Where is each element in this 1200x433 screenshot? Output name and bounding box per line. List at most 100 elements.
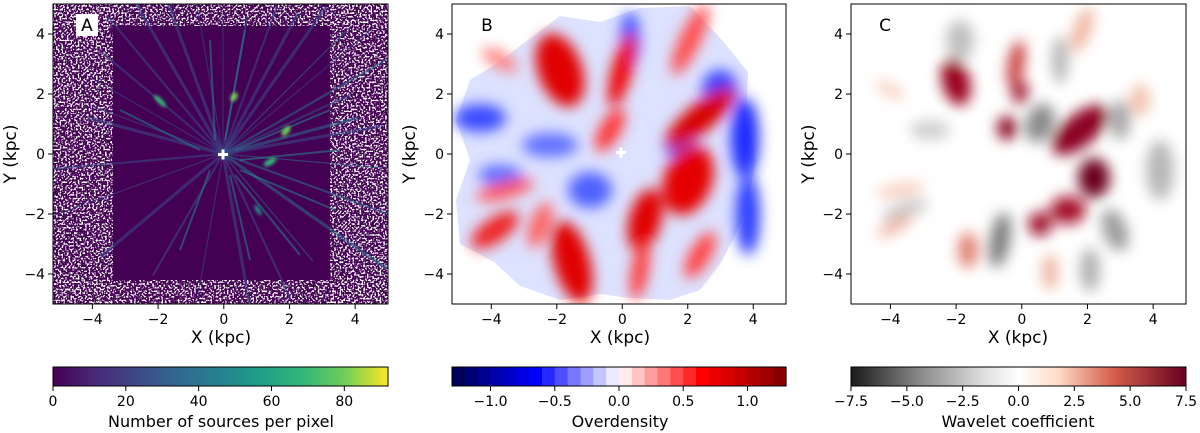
- colorbar-c: −7.5 −5.0 −2.5 0.0 2.5 5.0 7.5 Wavelet coeffic…: [834, 366, 1197, 431]
- colorbar-segment: [529, 367, 543, 386]
- filament: [99, 152, 225, 259]
- colorbar-segment: [593, 367, 607, 386]
- y-tick-label: 4: [834, 27, 843, 43]
- colorbar-tick-label: 2.5: [1063, 394, 1085, 410]
- colorbar-b-ticks: −1.0 −0.5 0.0 0.5 1.0: [474, 386, 759, 410]
- panel-b-sun-marker: [616, 147, 626, 158]
- y-tick-label: 4: [36, 27, 45, 43]
- panel-a-axes: −4 −2 0 2 4 4 2 0 −2 −4: [24, 27, 359, 328]
- filament: [229, 174, 251, 261]
- filament: [221, 5, 328, 155]
- colorbar-segment: [760, 367, 774, 386]
- colorbar-segment: [464, 367, 479, 386]
- x-tick-label: 0: [1017, 312, 1026, 328]
- y-tick-label: −2: [423, 207, 444, 223]
- y-tick-label: −2: [24, 207, 45, 223]
- colorbar-segment: [683, 367, 697, 386]
- filament: [222, 152, 388, 216]
- colorbar-segment: [541, 367, 556, 386]
- panel-a-letter-box: [76, 14, 98, 36]
- panel-b: B −4 −2 0 2 4 4 2 0 −2 −4 X (kpc) Y (kpc): [400, 3, 787, 348]
- panel-c-axes: −4 −2 0 2 4 4 2 0 −2 −4: [822, 27, 1157, 328]
- y-tick-label: 2: [435, 87, 444, 103]
- filament: [222, 57, 388, 155]
- panel-c: C −4 −2 0 2 4 4 2 0 −2 −4 X (kpc) Y (kpc): [799, 3, 1187, 348]
- colorbar-segment: [773, 367, 787, 386]
- colorbar-tick-label: 60: [263, 394, 281, 410]
- filament: [224, 29, 246, 141]
- filament: [195, 153, 224, 304]
- colorbar-a: 0 20 40 60 80 Number of sources per pixel: [49, 366, 389, 431]
- colorbar-c-bar: [850, 366, 1187, 387]
- colorbar-segment: [644, 367, 659, 386]
- x-tick-label: 2: [285, 312, 294, 328]
- x-tick-label: −4: [481, 312, 502, 328]
- panel-a-letter: A: [81, 16, 93, 36]
- y-tick-label: 4: [435, 27, 444, 43]
- colorbar-tick-label: 80: [335, 394, 353, 410]
- filament: [179, 169, 211, 251]
- panel-a-xlabel: X (kpc): [191, 328, 251, 348]
- x-tick-label: 4: [351, 312, 360, 328]
- x-tick-label: 4: [749, 312, 758, 328]
- filament: [239, 149, 341, 161]
- x-tick-label: 4: [1149, 312, 1158, 328]
- colorbar-segment: [670, 367, 684, 386]
- filament: [234, 109, 331, 151]
- y-tick-label: −4: [423, 267, 444, 283]
- colorbar-tick-label: 0.0: [1007, 394, 1029, 410]
- panel-a-ylabel: Y (kpc): [1, 124, 21, 184]
- filament: [222, 26, 351, 155]
- colorbar-segment: [477, 367, 492, 386]
- colorbar-segment: [696, 367, 710, 386]
- colorbar-tick-label: 0.0: [608, 394, 630, 410]
- filament: [221, 4, 279, 155]
- filament: [222, 153, 292, 300]
- colorbar-segment: [503, 367, 517, 386]
- filament: [222, 153, 383, 169]
- filament: [87, 116, 224, 156]
- colorbar-tick-label: −7.5: [834, 394, 868, 410]
- colorbar-tick-label: 20: [117, 394, 135, 410]
- panel-a-map: [53, 4, 388, 304]
- colorbar-a-bar: [52, 366, 389, 387]
- filament: [221, 11, 300, 155]
- filament: [195, 4, 224, 155]
- x-tick-label: 2: [1083, 312, 1092, 328]
- y-tick-label: 2: [36, 87, 45, 103]
- panel-b-xlabel: X (kpc): [590, 328, 650, 348]
- panel-b-density-blobs: [454, 5, 760, 303]
- colorbar-segment: [747, 367, 761, 386]
- panel-c-sun-marker: [1014, 147, 1024, 158]
- panel-a-sun-marker: [218, 149, 228, 160]
- colorbar-tick-label: 0.5: [672, 394, 694, 410]
- colorbar-segment: [708, 367, 723, 386]
- colorbar-segment: [631, 367, 646, 386]
- colorbar-tick-label: 5.0: [1119, 394, 1141, 410]
- x-tick-label: −4: [82, 312, 103, 328]
- panel-b-map: [452, 4, 786, 304]
- colorbar-segment: [490, 367, 504, 386]
- colorbar-segment: [721, 367, 736, 386]
- colorbar-segment: [452, 367, 466, 386]
- x-tick-label: −2: [546, 312, 567, 328]
- colorbar-segment: [657, 367, 671, 386]
- colorbar-tick-label: −1.0: [474, 394, 508, 410]
- panel-b-axes: −4 −2 0 2 4 4 2 0 −2 −4: [423, 27, 757, 328]
- y-tick-label: 0: [834, 147, 843, 163]
- filament: [234, 174, 301, 256]
- x-tick-label: 0: [618, 312, 627, 328]
- filament: [91, 105, 224, 155]
- y-tick-label: 2: [834, 87, 843, 103]
- filament: [84, 73, 224, 155]
- filament: [209, 39, 216, 141]
- filament: [166, 4, 225, 155]
- filament: [119, 109, 201, 151]
- panel-a-filaments: [53, 4, 388, 304]
- y-tick-label: 0: [36, 147, 45, 163]
- colorbar-a-ticks: 0 20 40 60 80: [49, 386, 353, 410]
- panel-c-letter: C: [879, 16, 891, 36]
- y-tick-label: −4: [24, 267, 45, 283]
- colorbar-tick-label: 7.5: [1175, 394, 1197, 410]
